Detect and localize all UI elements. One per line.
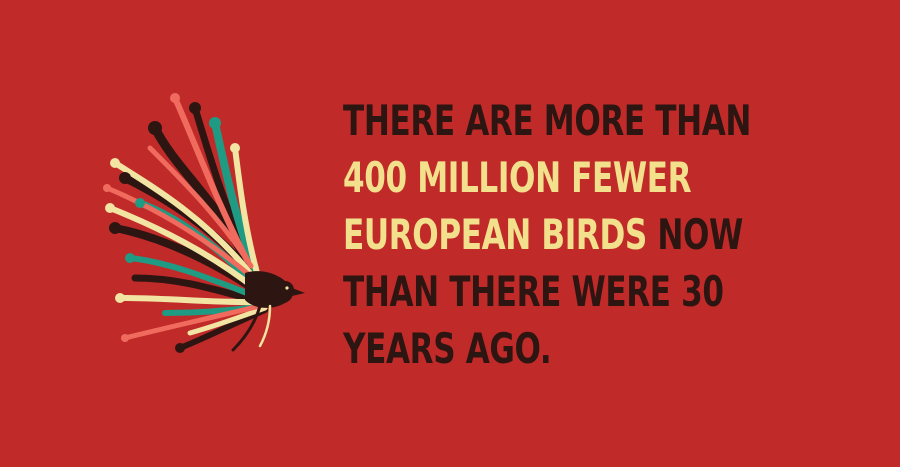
fact-line-3: EUROPEAN BIRDS NOW (343, 206, 743, 263)
fact-line-2-highlight: 400 MILLION FEWER (343, 153, 692, 202)
bird-fact-text: THERE ARE MORE THAN 400 MILLION FEWER EU… (343, 92, 752, 377)
fact-line-1: THERE ARE MORE THAN (343, 96, 752, 145)
bird-illustration (95, 88, 310, 378)
fact-line-3-rest: NOW (646, 210, 743, 259)
abstract-feathered-bird-icon (103, 93, 305, 353)
fact-line-3-highlight: EUROPEAN BIRDS (343, 210, 647, 259)
fact-line-4: THAN THERE WERE 30 (343, 267, 724, 316)
fact-line-5: YEARS AGO. (343, 324, 552, 373)
